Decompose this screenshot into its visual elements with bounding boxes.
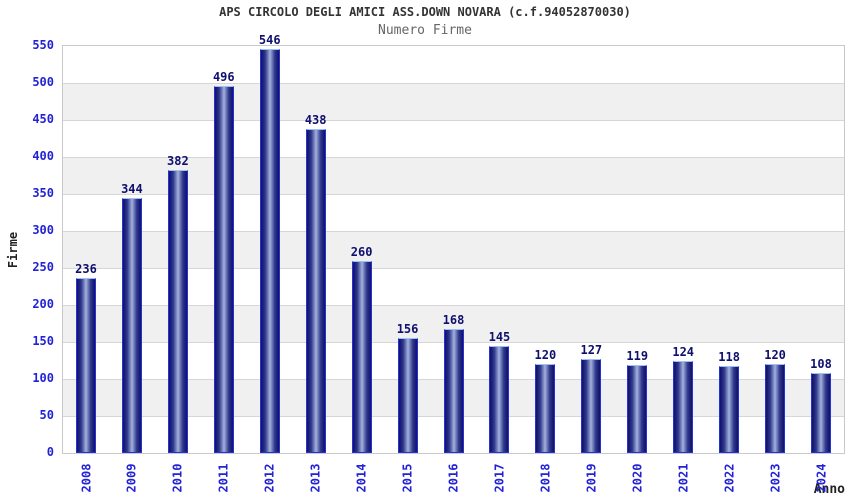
gridline	[63, 194, 844, 195]
grid-band	[63, 83, 844, 120]
bar-2023	[765, 364, 786, 453]
x-tick-text: 2010	[170, 463, 185, 493]
x-tick-label: 2020	[617, 457, 657, 499]
x-tick-text: 2016	[446, 463, 461, 493]
bar-2016	[443, 328, 464, 453]
grid-band	[63, 46, 844, 83]
x-tick-text: 2012	[262, 463, 277, 493]
x-tick-text: 2013	[308, 463, 323, 493]
bar-value-label: 344	[121, 182, 143, 197]
bar-value-label: 260	[350, 244, 373, 259]
x-tick-label: 2015	[388, 457, 428, 499]
bar-value-label: 168	[442, 312, 465, 327]
grid-band	[63, 231, 844, 268]
y-tick-label: 0	[46, 445, 54, 459]
bar-value-label: 120	[764, 348, 786, 363]
bar-2017	[489, 345, 510, 453]
y-tick-label: 550	[32, 38, 54, 52]
x-tick-text: 2024	[814, 463, 829, 493]
bar-2014	[351, 260, 372, 453]
x-tick-text: 2019	[584, 463, 599, 493]
bar-2010	[167, 170, 188, 453]
grid-band	[63, 194, 844, 231]
bar-2019	[581, 359, 602, 453]
y-tick-label: 400	[32, 149, 54, 163]
chart-subtitle: Numero Firme	[378, 23, 472, 38]
x-tick-text: 2022	[722, 463, 737, 493]
bar-value-label: 120	[534, 348, 557, 363]
x-tick-label: 2017	[479, 457, 519, 499]
y-tick-label: 100	[32, 371, 54, 385]
y-tick-label: 350	[32, 186, 54, 200]
x-tick-label: 2011	[204, 457, 244, 499]
y-tick-label: 450	[32, 112, 54, 126]
x-tick-text: 2011	[216, 463, 231, 493]
y-tick-label: 150	[32, 334, 54, 348]
x-tick-text: 2021	[676, 463, 691, 493]
x-tick-label: 2022	[709, 457, 749, 499]
bar-value-label: 546	[258, 32, 281, 47]
x-tick-text: 2008	[78, 463, 93, 493]
x-tick-label: 2008	[66, 457, 106, 499]
x-tick-label: 2010	[158, 457, 198, 499]
bar-2013	[305, 128, 326, 453]
x-tick-label: 2014	[342, 457, 382, 499]
bar-value-label: 156	[396, 321, 419, 336]
gridline	[63, 268, 844, 269]
bar-2018	[535, 364, 556, 453]
bar-value-label: 127	[580, 343, 603, 358]
y-tick-label: 50	[39, 408, 54, 422]
bar-value-label: 236	[75, 262, 97, 277]
y-tick-label: 300	[32, 223, 54, 237]
plot-area	[62, 45, 845, 454]
gridline	[63, 120, 844, 121]
bar-value-label: 496	[212, 69, 235, 84]
bar-value-label: 438	[304, 112, 327, 127]
x-tick-label: 2013	[296, 457, 336, 499]
bar-value-label: 124	[672, 345, 695, 360]
x-axis-label: Anno	[813, 482, 845, 497]
bar-2009	[121, 198, 142, 453]
x-tick-text: 2015	[400, 463, 415, 493]
x-tick-label: 2009	[112, 457, 152, 499]
gridline	[63, 157, 844, 158]
gridline	[63, 305, 844, 306]
bar-value-label: 108	[810, 357, 832, 372]
x-tick-label: 2024	[801, 457, 841, 499]
x-tick-label: 2016	[434, 457, 474, 499]
x-tick-label: 2019	[571, 457, 611, 499]
x-tick-text: 2017	[492, 463, 507, 493]
bar-2011	[213, 85, 234, 453]
x-tick-label: 2021	[663, 457, 703, 499]
x-tick-text: 2023	[768, 463, 783, 493]
bar-value-label: 382	[167, 154, 189, 169]
grid-band	[63, 120, 844, 157]
x-tick-label: 2023	[755, 457, 795, 499]
grid-band	[63, 157, 844, 194]
bar-2008	[75, 278, 96, 453]
bar-value-label: 145	[488, 329, 511, 344]
bar-2024	[811, 373, 832, 453]
bar-2022	[719, 365, 740, 453]
y-tick-label: 200	[32, 297, 54, 311]
gridline	[63, 231, 844, 232]
chart-title: APS CIRCOLO DEGLI AMICI ASS.DOWN NOVARA …	[219, 5, 631, 19]
x-tick-text: 2018	[538, 463, 553, 493]
y-tick-label: 500	[32, 75, 54, 89]
x-tick-text: 2014	[354, 463, 369, 493]
bar-value-label: 118	[718, 349, 740, 364]
x-tick-label: 2018	[525, 457, 565, 499]
x-tick-label: 2012	[250, 457, 290, 499]
x-tick-text: 2020	[630, 463, 645, 493]
gridline	[63, 83, 844, 84]
bar-2012	[259, 48, 280, 453]
x-tick-text: 2009	[124, 463, 139, 493]
bar-2021	[673, 361, 694, 453]
bar-2015	[397, 337, 418, 453]
bar-2020	[627, 364, 648, 453]
bar-value-label: 119	[626, 348, 649, 363]
grid-band	[63, 268, 844, 305]
y-tick-label: 250	[32, 260, 54, 274]
